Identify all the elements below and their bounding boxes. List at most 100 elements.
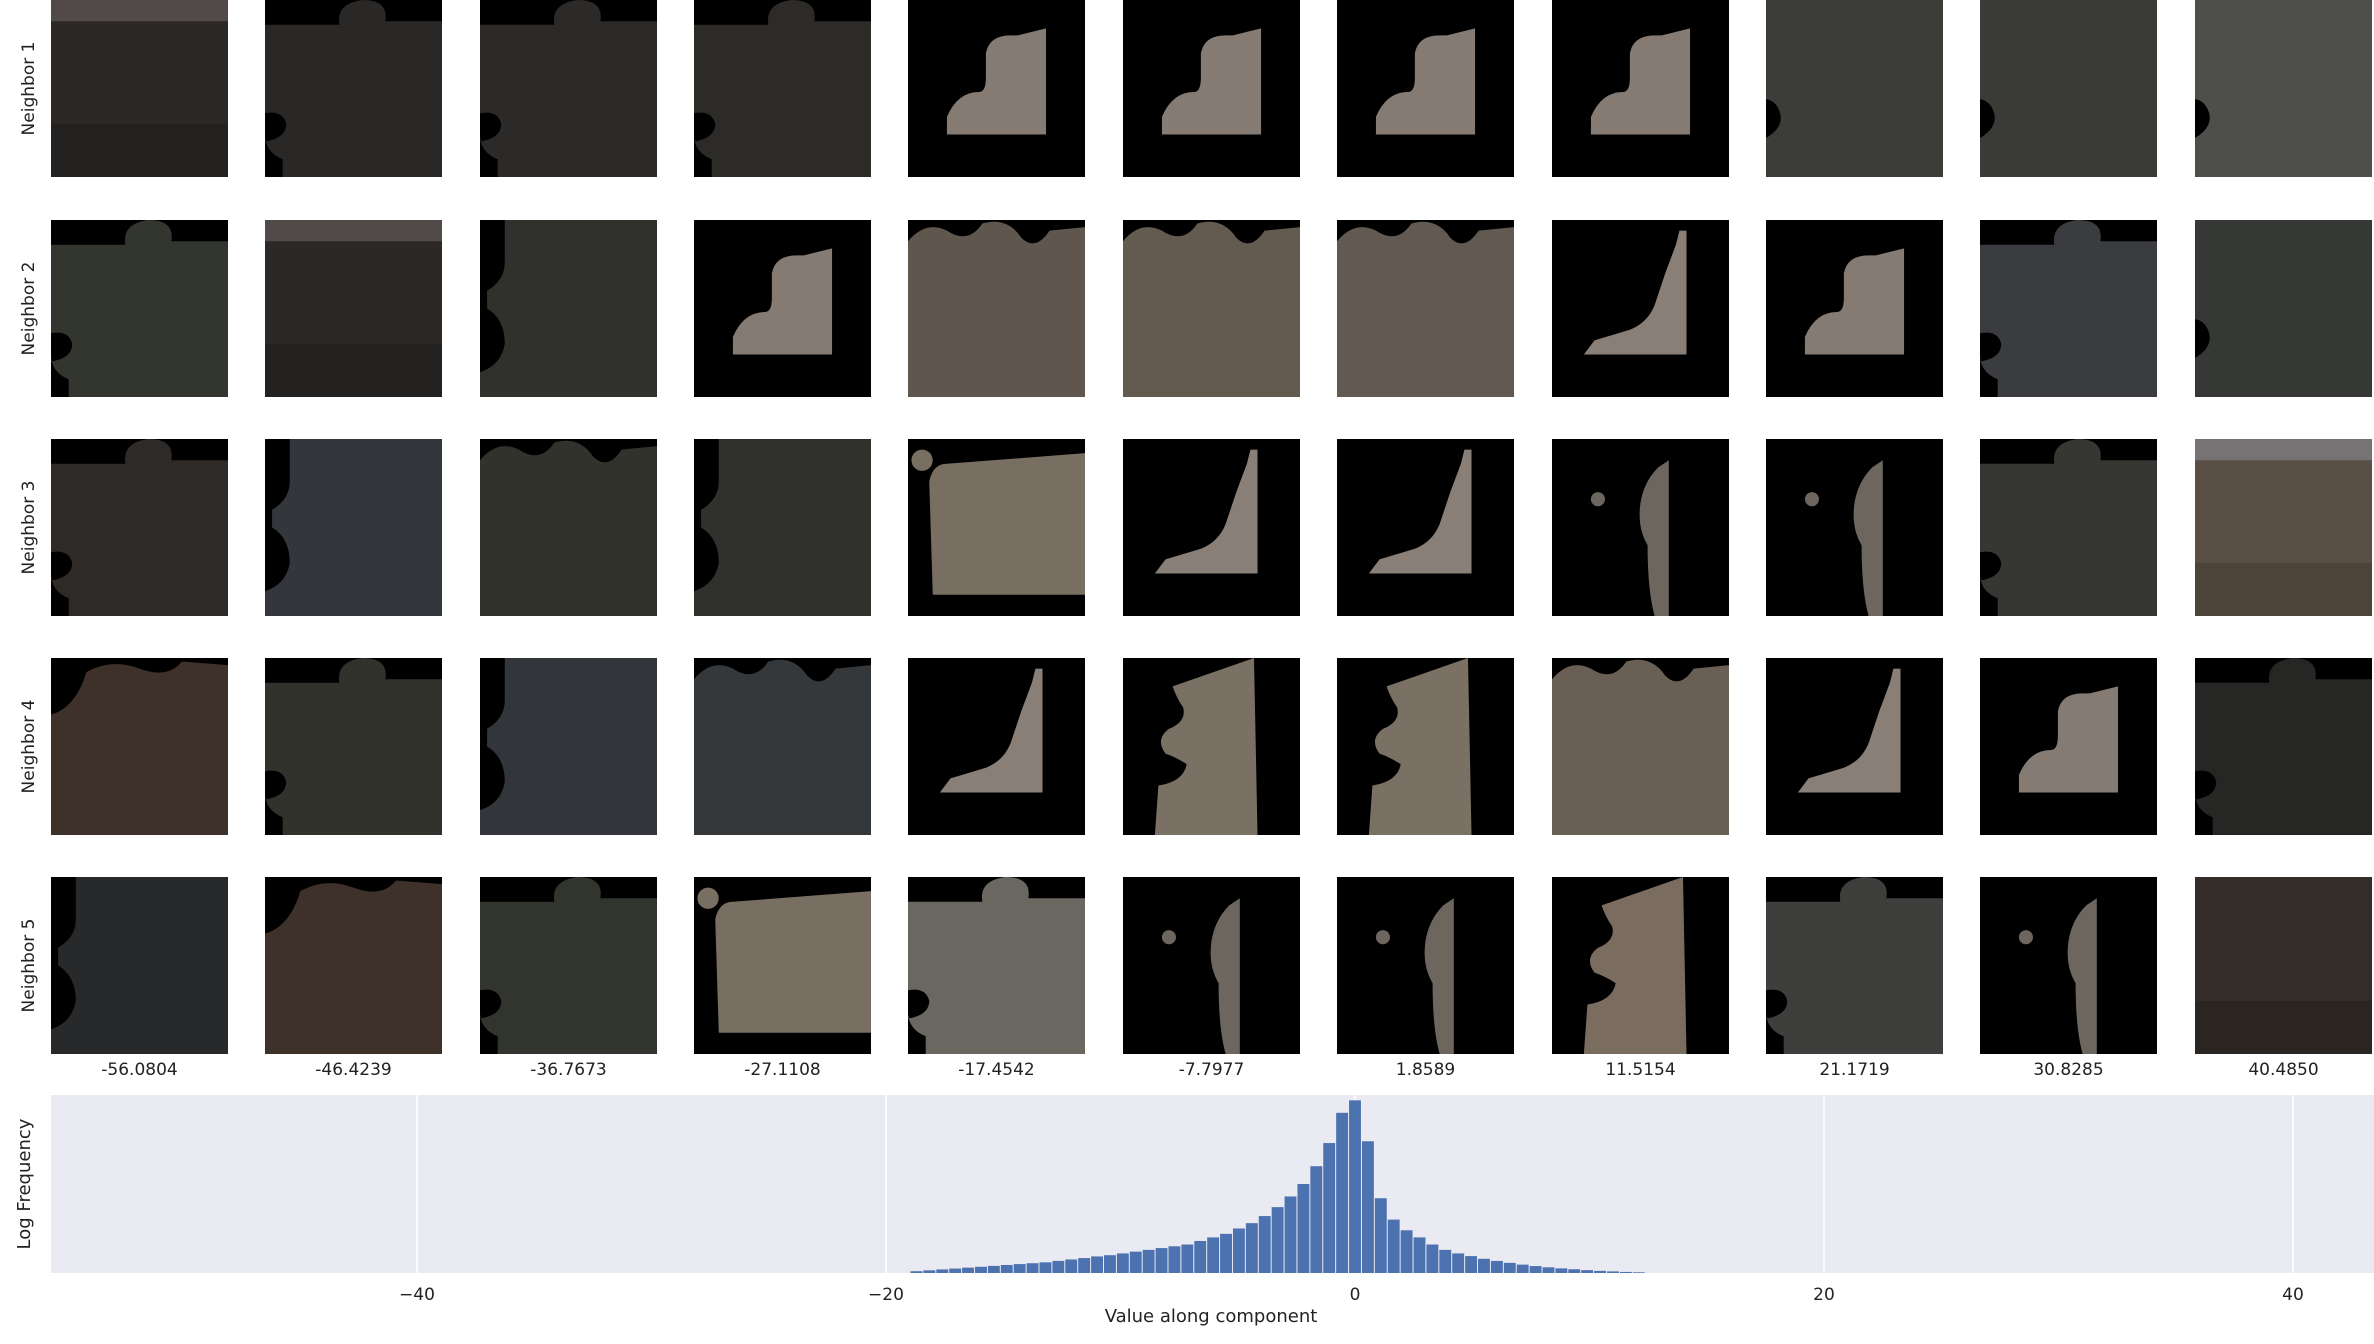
patch-r1-c9 [1766, 0, 1943, 177]
patch-shape [480, 440, 657, 616]
patch-highlight [51, 0, 228, 22]
patch-shape [1590, 28, 1691, 135]
patch-shape [2195, 658, 2372, 835]
row-label-neighbor-4: Neighbor 4 [19, 700, 39, 794]
patch-shape [1804, 460, 1883, 616]
patch-shape [1154, 658, 1258, 835]
patch-r1-c7 [1337, 0, 1514, 177]
patch-shape [694, 439, 871, 616]
patch-fill [265, 220, 442, 397]
histogram-bar [1039, 1262, 1052, 1273]
patch-r1-c8 [1552, 0, 1729, 177]
histogram: −40 −20 0 20 40 Log Frequency Value along co… [14, 1095, 2374, 1327]
patch-shape [265, 880, 442, 1054]
row-labels: Neighbor 1 Neighbor 2 Neighbor 3 Neighbor 4… [19, 42, 39, 1013]
patch-r2-c11 [2195, 220, 2372, 397]
column-value-label: -27.1108 [744, 1060, 820, 1080]
histogram-bar [1336, 1112, 1349, 1273]
patch-shape [732, 248, 833, 355]
patch-fill [2195, 877, 2372, 1054]
patch-background [1766, 439, 1943, 616]
patch-r5-c8 [1552, 877, 1729, 1054]
patch-r1-c4 [694, 0, 871, 177]
patch-r3-c9 [1766, 439, 1943, 616]
patch-shade [2195, 562, 2372, 616]
patch-background [1337, 439, 1514, 616]
column-value-labels: -56.0804 -46.4239 -36.7673 -27.1108 -17.4542… [101, 1060, 2318, 1080]
patch-r4-c3 [480, 658, 657, 835]
histogram-bar [1103, 1255, 1116, 1273]
column-value-label: -36.7673 [530, 1060, 606, 1080]
x-tick-label: −40 [399, 1285, 435, 1305]
patch-shape [1368, 449, 1472, 574]
patch-r2-c1 [51, 220, 228, 397]
histogram-bar [1129, 1251, 1142, 1273]
histogram-bar [1465, 1256, 1478, 1273]
patch-shape [697, 887, 871, 1033]
patch-r5-c2 [265, 877, 442, 1054]
histogram-bar [1413, 1237, 1426, 1273]
patch-r2-c8 [1552, 220, 1729, 397]
patch-r2-c9 [1766, 220, 1943, 397]
column-value-label: 21.1719 [1819, 1060, 1889, 1080]
patch-r5-c3 [480, 877, 657, 1054]
histogram-bar [1220, 1233, 1232, 1273]
patch-highlight [265, 220, 442, 242]
patch-shape [480, 0, 657, 177]
patch-r2-c6 [1123, 220, 1300, 397]
patch-background [908, 658, 1085, 835]
row-label-neighbor-1: Neighbor 1 [19, 42, 39, 136]
patch-shape [694, 0, 871, 177]
histogram-bar [1284, 1196, 1297, 1273]
histogram-bar [1607, 1271, 1619, 1273]
histogram-bar [1155, 1248, 1168, 1273]
patch-shape [265, 0, 442, 177]
y-axis-label: Log Frequency [14, 1118, 35, 1249]
patch-r1-c11 [2195, 0, 2372, 177]
histogram-bar [1207, 1237, 1220, 1273]
histogram-bar [1542, 1267, 1555, 1273]
patch-r2-c7 [1337, 220, 1514, 397]
patch-r3-c6 [1123, 439, 1300, 616]
histogram-bar [1594, 1270, 1607, 1273]
histogram-bar [1581, 1270, 1594, 1273]
patch-shape [1375, 898, 1454, 1054]
patch-shape [51, 877, 228, 1054]
histogram-bar [1632, 1272, 1645, 1273]
patch-r4-c8 [1552, 658, 1729, 835]
patch-shape [265, 658, 442, 835]
patch-shape [1980, 220, 2157, 397]
histogram-bar [949, 1268, 962, 1273]
histogram-bar [1026, 1263, 1039, 1273]
patch-r1-c1 [51, 0, 228, 177]
patch-r1-c2 [265, 0, 442, 177]
histogram-bar [1142, 1249, 1155, 1273]
histogram-bar [1245, 1223, 1258, 1273]
patch-r2-c2 [265, 220, 442, 397]
patch-r4-c9 [1766, 658, 1943, 835]
histogram-bar [1052, 1260, 1065, 1273]
patch-r5-c11 [2195, 877, 2372, 1054]
patch-r3-c10 [1980, 439, 2157, 616]
histogram-bar [975, 1266, 987, 1273]
patch-background [1766, 658, 1943, 835]
patch-r5-c6 [1123, 877, 1300, 1054]
patch-background [1552, 439, 1729, 616]
histogram-bar [1232, 1228, 1245, 1273]
patch-r3-c8 [1552, 439, 1729, 616]
patch-r5-c7 [1337, 877, 1514, 1054]
patch-r4-c5 [908, 658, 1085, 835]
histogram-bar [1078, 1258, 1091, 1273]
patch-r3-c7 [1337, 439, 1514, 616]
patch-shape [1980, 439, 2157, 616]
patch-r2-c3 [480, 220, 657, 397]
patch-r4-c2 [265, 658, 442, 835]
histogram-bar [1426, 1244, 1439, 1273]
histogram-bar [1387, 1219, 1400, 1273]
column-value-label: 11.5154 [1605, 1060, 1675, 1080]
histogram-bar [1065, 1259, 1078, 1273]
histogram-bar [1349, 1100, 1361, 1273]
patch-r3-c1 [51, 439, 228, 616]
patch-shape [51, 220, 228, 397]
